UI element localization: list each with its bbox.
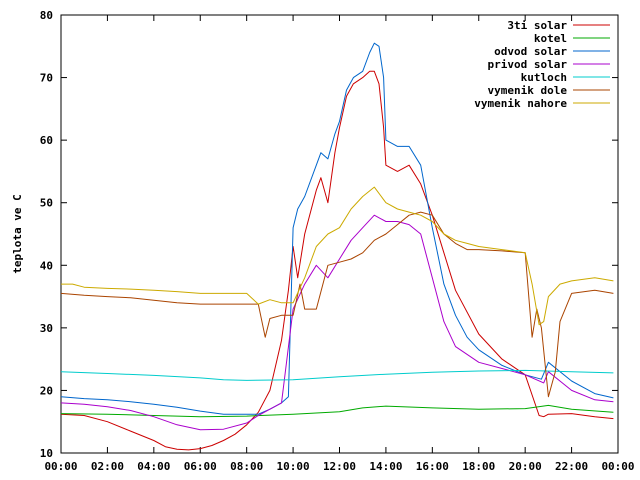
- legend-label: kutloch: [521, 71, 567, 84]
- x-axis-ticks: 00:00 02:00 04:00 06:00 08:00 10:00 12:00 14:00…: [44, 15, 635, 473]
- y-tick-label: 40: [40, 259, 53, 272]
- legend-label: 3ti solar: [507, 19, 567, 32]
- y-tick-label: 50: [40, 197, 53, 210]
- series-line-5: [60, 211, 614, 398]
- series-line-4: [60, 369, 614, 381]
- legend-label: kotel: [534, 32, 567, 45]
- x-tick-label: 10:00: [277, 460, 310, 473]
- x-tick-label: 00:00: [601, 460, 634, 473]
- x-tick-label: 06:00: [184, 460, 217, 473]
- x-tick-label: 22:00: [555, 460, 588, 473]
- series-line-0: [60, 70, 614, 451]
- x-tick-label: 20:00: [509, 460, 542, 473]
- y-tick-label: 70: [40, 72, 53, 85]
- legend-label: vymenik nahore: [474, 97, 567, 110]
- x-tick-label: 04:00: [137, 460, 170, 473]
- y-tick-label: 60: [40, 134, 53, 147]
- series-lines: [60, 42, 614, 451]
- legend-label: privod solar: [488, 58, 568, 71]
- x-tick-label: 18:00: [462, 460, 495, 473]
- series-line-6: [61, 186, 614, 326]
- series-line-1: [60, 404, 614, 418]
- y-tick-label: 20: [40, 384, 53, 397]
- x-tick-label: 16:00: [416, 460, 449, 473]
- x-tick-label: 00:00: [44, 460, 77, 473]
- series-line-2: [60, 42, 614, 415]
- y-axis-ticks: 10 20 30 40 50 60 70 80: [40, 9, 618, 460]
- x-tick-label: 14:00: [369, 460, 402, 473]
- y-tick-label: 10: [40, 447, 53, 460]
- y-tick-label: 30: [40, 322, 53, 335]
- legend-label: vymenik dole: [488, 84, 568, 97]
- x-tick-label: 02:00: [91, 460, 124, 473]
- y-tick-label: 80: [40, 9, 53, 22]
- x-tick-label: 12:00: [323, 460, 356, 473]
- x-tick-label: 08:00: [230, 460, 263, 473]
- legend-label: odvod solar: [494, 45, 567, 58]
- y-axis-title: teplota ve C: [11, 194, 24, 273]
